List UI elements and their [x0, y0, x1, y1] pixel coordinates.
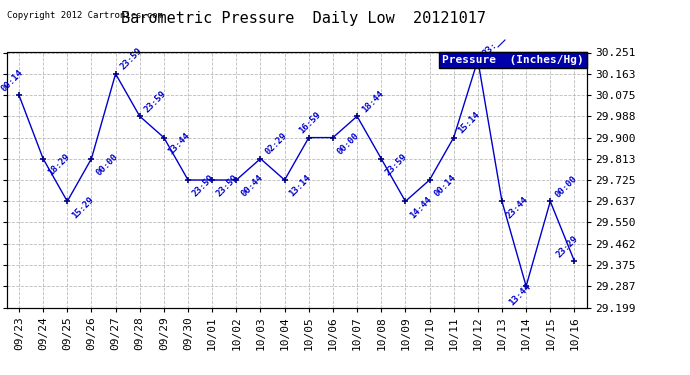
Text: 23:59: 23:59: [384, 152, 409, 177]
Text: Barometric Pressure  Daily Low  20121017: Barometric Pressure Daily Low 20121017: [121, 11, 486, 26]
Text: 15:14: 15:14: [457, 110, 482, 135]
Text: 13:44: 13:44: [506, 282, 532, 308]
Text: 23:44: 23:44: [505, 195, 530, 220]
Text: 23:59: 23:59: [143, 89, 168, 114]
Text: Pressure  (Inches/Hg): Pressure (Inches/Hg): [442, 55, 584, 65]
Text: 13:44: 13:44: [167, 131, 192, 156]
Text: 00:44: 00:44: [239, 173, 264, 199]
Text: 02:29: 02:29: [264, 131, 288, 156]
Text: 00:14: 00:14: [0, 68, 25, 93]
Text: 00:00: 00:00: [95, 152, 119, 177]
Text: 00:00: 00:00: [553, 174, 578, 199]
Text: 18:29: 18:29: [46, 152, 71, 177]
Text: 23:__: 23:__: [481, 33, 506, 58]
Text: 00:00: 00:00: [336, 131, 361, 156]
Text: Copyright 2012 Cartronics.com: Copyright 2012 Cartronics.com: [7, 11, 163, 20]
Text: 23:59: 23:59: [191, 173, 216, 199]
Text: 23:59: 23:59: [119, 46, 144, 72]
Text: 00:14: 00:14: [433, 173, 457, 199]
Text: 16:59: 16:59: [297, 110, 323, 135]
Text: 23:59: 23:59: [215, 173, 240, 199]
Text: 14:44: 14:44: [408, 195, 433, 220]
Text: 15:29: 15:29: [70, 195, 95, 220]
Text: 13:14: 13:14: [288, 173, 313, 199]
Text: 18:44: 18:44: [360, 89, 385, 114]
Text: 23:29: 23:29: [555, 234, 580, 259]
